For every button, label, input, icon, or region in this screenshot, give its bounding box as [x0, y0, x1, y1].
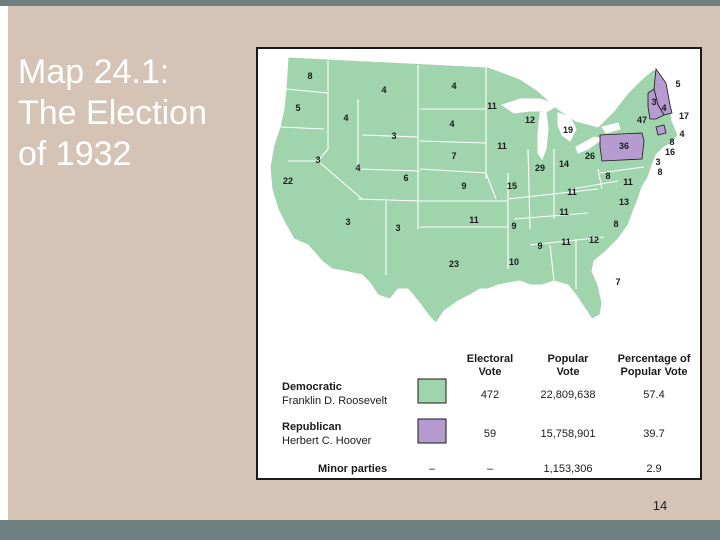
ev-maryland: 8: [657, 167, 662, 177]
left-bar: [0, 6, 8, 520]
header-electoral-line1: Electoral: [467, 353, 513, 365]
ev-washington: 8: [307, 71, 312, 81]
bottom-bar: [0, 520, 720, 540]
title-line-1: Map 24.1:: [18, 53, 170, 91]
ev-rhode-island: 4: [679, 129, 684, 139]
ev-oklahoma: 11: [469, 215, 479, 225]
legend-swatch-democratic: [417, 378, 447, 404]
ev-arizona: 3: [345, 217, 350, 227]
legend-percent-republican: 39.7: [643, 428, 664, 440]
ev-wisconsin: 12: [525, 115, 535, 125]
lake-erie: [575, 136, 604, 154]
legend-party-minor: Minor parties: [318, 463, 387, 475]
ev-illinois: 29: [535, 163, 545, 173]
ev-vermont: 3: [651, 97, 656, 107]
electoral-vote-labels: 8 5 22 4 3 4 3 4 3 6 3 4 4 7 9 11 23 11 …: [283, 71, 689, 287]
header-popular-line1: Popular: [548, 353, 590, 365]
ev-missouri: 15: [507, 181, 517, 191]
legend-percent-democratic: 57.4: [643, 389, 664, 401]
legend-percent-minor: 2.9: [646, 463, 661, 475]
slide-title: Map 24.1: The Election of 1932: [18, 52, 248, 175]
legend-electoral-democratic: 472: [481, 389, 499, 401]
ev-delaware: 3: [655, 157, 660, 167]
state-vermont-new-hampshire: [647, 88, 665, 120]
map-figure: 8 5 22 4 3 4 3 4 3 6 3 4 4 7 9 11 23 11 …: [256, 47, 702, 480]
ev-iowa: 11: [497, 141, 507, 151]
page-number: 14: [652, 498, 668, 513]
header-popular-line2: Vote: [556, 366, 579, 378]
ev-north-carolina: 13: [619, 197, 629, 207]
ev-minnesota: 11: [487, 101, 497, 111]
ev-connecticut: 8: [669, 137, 674, 147]
legend-electoral-republican: 59: [484, 428, 496, 440]
ev-new-mexico: 3: [395, 223, 400, 233]
ev-georgia: 12: [589, 235, 599, 245]
ev-colorado: 6: [403, 173, 408, 183]
header-percentage-line2: Popular Vote: [620, 366, 687, 378]
ev-south-carolina: 8: [613, 219, 618, 229]
legend-popular-democratic: 22,809,638: [540, 389, 595, 401]
state-connecticut-delaware: [655, 124, 667, 136]
ev-utah: 4: [355, 163, 360, 173]
ev-louisiana: 10: [509, 257, 519, 267]
ev-michigan: 19: [563, 125, 573, 135]
ev-indiana: 14: [559, 159, 569, 169]
ev-massachusetts: 17: [679, 111, 689, 121]
ev-florida: 7: [615, 277, 620, 287]
ev-arkansas: 9: [511, 221, 516, 231]
ev-kentucky: 11: [567, 187, 577, 197]
ev-alabama: 11: [561, 237, 571, 247]
ev-maine: 5: [675, 79, 680, 89]
legend-popular-minor: 1,153,306: [544, 463, 593, 475]
legend-swatch-republican: [417, 418, 447, 444]
ev-ohio: 26: [585, 151, 595, 161]
header-percentage-line1: Percentage of: [618, 353, 691, 365]
ev-tennessee: 11: [559, 207, 569, 217]
legend-candidate-roosevelt: Franklin D. Roosevelt: [282, 395, 387, 407]
header-electoral-line2: Vote: [478, 366, 501, 378]
ev-nevada: 3: [315, 155, 320, 165]
ev-nebraska: 7: [451, 151, 456, 161]
ev-west-virginia: 8: [605, 171, 610, 181]
state-borders: [279, 61, 645, 289]
ev-oregon: 5: [295, 103, 300, 113]
ev-new-jersey: 16: [665, 147, 675, 157]
legend-electoral-minor: –: [487, 463, 494, 475]
legend-popular-republican: 15,758,901: [540, 428, 595, 440]
ev-new-hampshire: 4: [661, 103, 666, 113]
ev-montana: 4: [381, 85, 386, 95]
ev-north-dakota: 4: [451, 81, 456, 91]
legend-candidate-hoover: Herbert C. Hoover: [282, 435, 372, 447]
lake-huron: [557, 112, 577, 142]
election-map: 8 5 22 4 3 4 3 4 3 6 3 4 4 7 9 11 23 11 …: [269, 56, 691, 475]
ev-idaho: 4: [343, 113, 348, 123]
legend-swatch-minor: –: [429, 463, 436, 475]
ev-pennsylvania: 36: [619, 141, 629, 151]
ev-virginia: 11: [623, 177, 633, 187]
legend-party-republican: Republican: [282, 421, 342, 433]
lake-superior: [500, 98, 560, 114]
ev-new-york: 47: [637, 115, 647, 125]
ev-wyoming: 3: [391, 131, 396, 141]
ev-texas: 23: [449, 259, 459, 269]
top-bar: [0, 0, 720, 6]
ev-south-dakota: 4: [449, 119, 454, 129]
lake-ontario: [601, 122, 621, 134]
legend-party-democratic: Democratic: [282, 381, 342, 393]
ev-kansas: 9: [461, 181, 466, 191]
results-legend: Electoral Vote Popular Vote Percentage o…: [282, 353, 691, 475]
ev-mississippi: 9: [537, 241, 542, 251]
state-pennsylvania: [599, 132, 645, 162]
ev-california: 22: [283, 176, 293, 186]
title-line-3: of 1932: [18, 135, 132, 173]
title-line-2: The Election: [18, 94, 207, 132]
lake-michigan: [537, 110, 549, 161]
